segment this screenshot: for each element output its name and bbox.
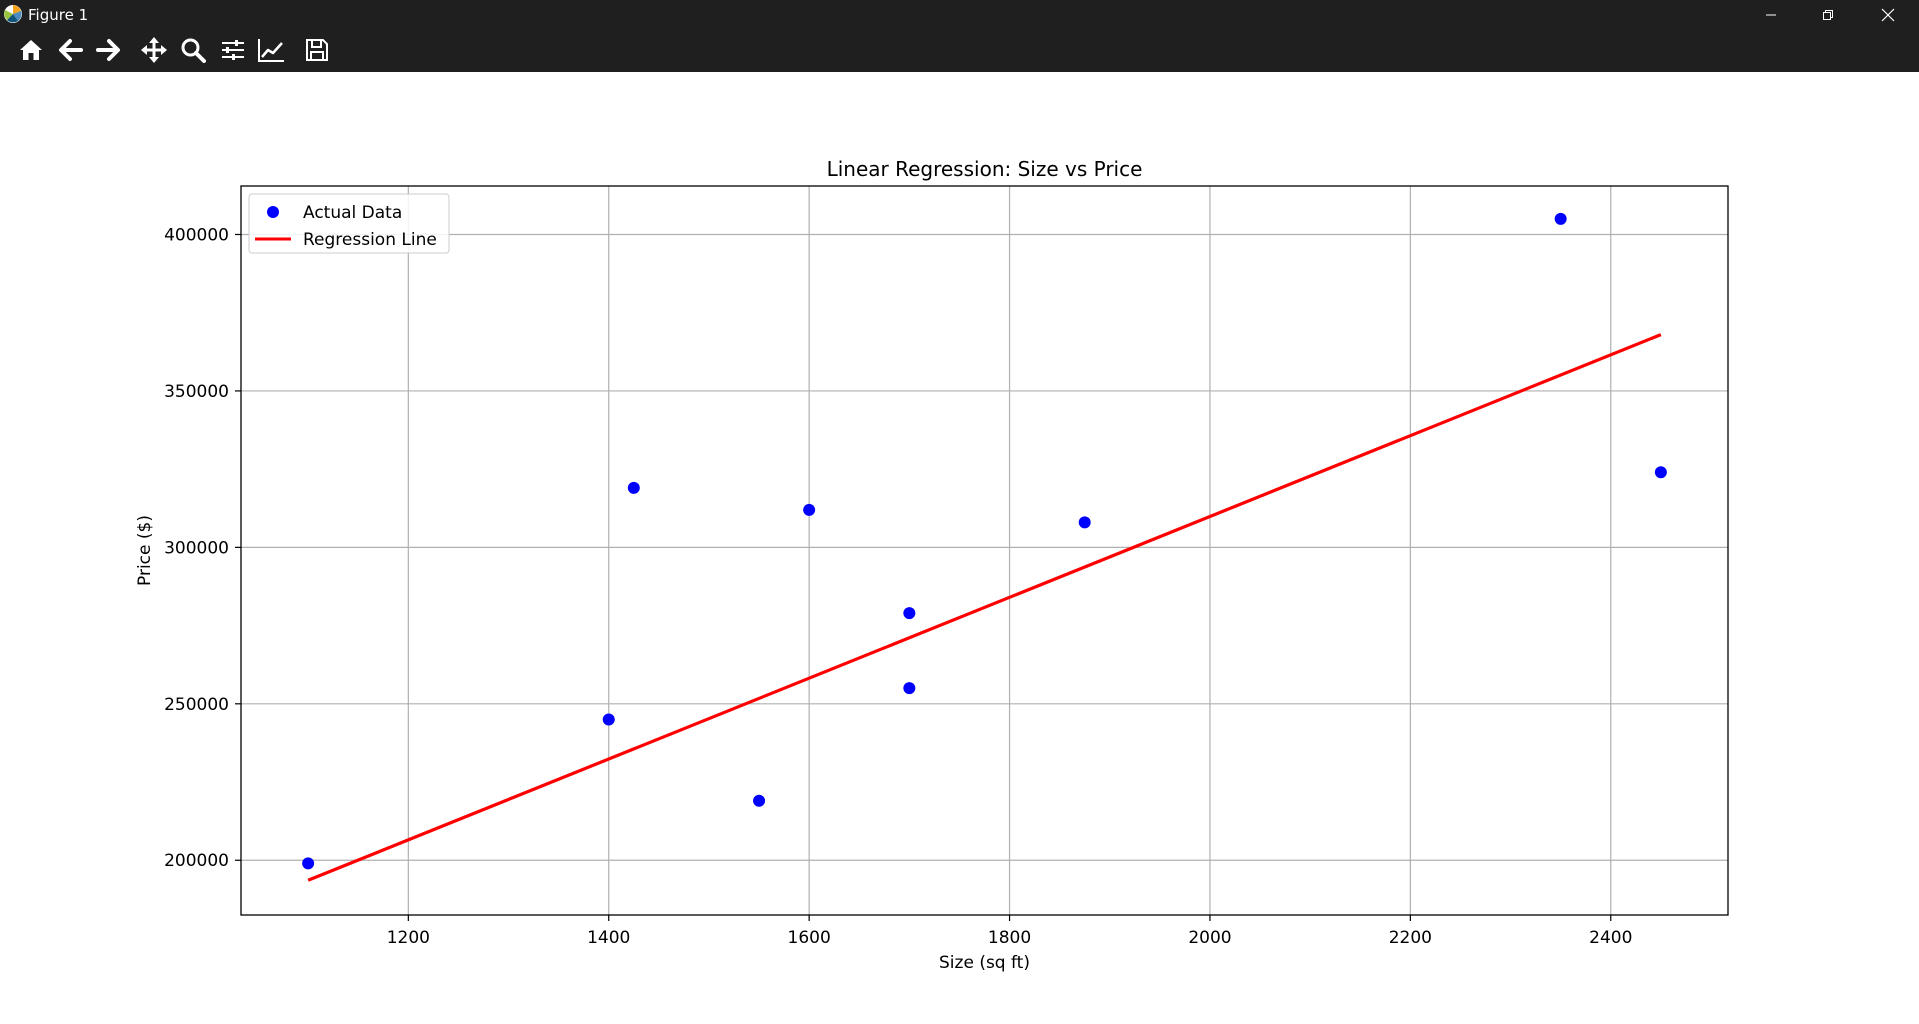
legend-label-regression-line: Regression Line (303, 230, 437, 250)
sliders-icon (222, 40, 244, 60)
y-axis-label: Price ($) (135, 515, 155, 586)
regression-line-layer (307, 333, 1662, 882)
y-tick-label: 300000 (164, 538, 229, 558)
restore-button[interactable] (1805, 0, 1851, 29)
grid-lines (241, 186, 1728, 915)
x-tick-label: 2200 (1389, 928, 1432, 948)
x-tick-label: 1400 (587, 928, 630, 948)
data-point (1654, 466, 1667, 479)
regression-chart: 1200 1400 1600 1800 2000 2200 2400 200000 250000… (135, 157, 1729, 973)
axis-ticks: 1200 1400 1600 1800 2000 2200 2400 200000 250000… (164, 225, 1632, 948)
minimize-icon (1766, 14, 1776, 15)
x-axis-label: Size (sq ft) (939, 953, 1030, 973)
y-tick-label: 400000 (164, 225, 229, 245)
line-chart-icon (258, 39, 284, 62)
legend-marker-actual-data (267, 206, 279, 218)
subplots-button[interactable] (216, 33, 250, 67)
regression-line (307, 333, 1662, 882)
data-point (1078, 516, 1091, 529)
x-tick-label: 2000 (1188, 928, 1231, 948)
x-tick-label: 1200 (387, 928, 430, 948)
chart-title: Linear Regression: Size vs Price (827, 157, 1143, 181)
minimize-button[interactable] (1748, 0, 1794, 29)
y-tick-label: 350000 (164, 382, 229, 402)
window-titlebar: Figure 1 (0, 0, 1919, 29)
data-point (627, 481, 640, 494)
data-point (753, 794, 766, 807)
x-tick-label: 1600 (788, 928, 831, 948)
legend-label-actual-data: Actual Data (303, 203, 402, 223)
chart-legend: Actual Data Regression Line (248, 193, 450, 254)
forward-button[interactable] (91, 33, 125, 67)
arrow-right-icon (96, 39, 120, 61)
floppy-disk-icon (306, 39, 328, 61)
scatter-points-layer (302, 212, 1667, 870)
magnifier-icon (181, 38, 206, 63)
y-tick-label: 250000 (164, 695, 229, 715)
data-point (1554, 212, 1567, 225)
y-tick-label: 200000 (164, 851, 229, 871)
data-point (803, 503, 816, 516)
zoom-button[interactable] (176, 33, 210, 67)
axes-frame (240, 185, 1729, 916)
close-button[interactable] (1865, 0, 1911, 29)
close-icon (1881, 8, 1895, 21)
data-point (903, 682, 916, 695)
window-title: Figure 1 (28, 6, 89, 24)
legend-box (248, 193, 450, 254)
figure-canvas[interactable]: 1200 1400 1600 1800 2000 2200 2400 200000 250000… (0, 72, 1919, 1020)
restore-icon (1823, 9, 1833, 20)
data-point (302, 857, 315, 870)
x-tick-label: 2400 (1589, 928, 1632, 948)
home-button[interactable] (14, 33, 48, 67)
home-icon (20, 40, 42, 60)
matplotlib-logo-icon (4, 5, 22, 23)
save-button[interactable] (300, 33, 334, 67)
back-button[interactable] (54, 33, 88, 67)
data-point (602, 713, 615, 726)
navigation-toolbar (0, 29, 1919, 72)
data-point (903, 607, 916, 620)
x-tick-label: 1800 (988, 928, 1031, 948)
customize-button[interactable] (254, 33, 288, 67)
pan-button[interactable] (137, 33, 171, 67)
move-icon (141, 37, 167, 63)
arrow-left-icon (59, 39, 83, 61)
